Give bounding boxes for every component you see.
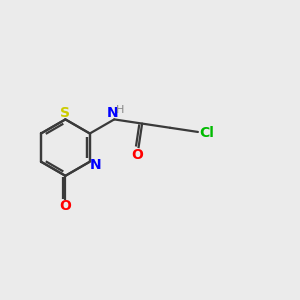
Text: O: O	[59, 200, 71, 213]
Text: H: H	[116, 105, 124, 115]
Text: Cl: Cl	[200, 126, 214, 140]
Text: N: N	[90, 158, 101, 172]
Text: O: O	[131, 148, 143, 162]
Text: N: N	[107, 106, 119, 120]
Text: S: S	[60, 106, 70, 120]
